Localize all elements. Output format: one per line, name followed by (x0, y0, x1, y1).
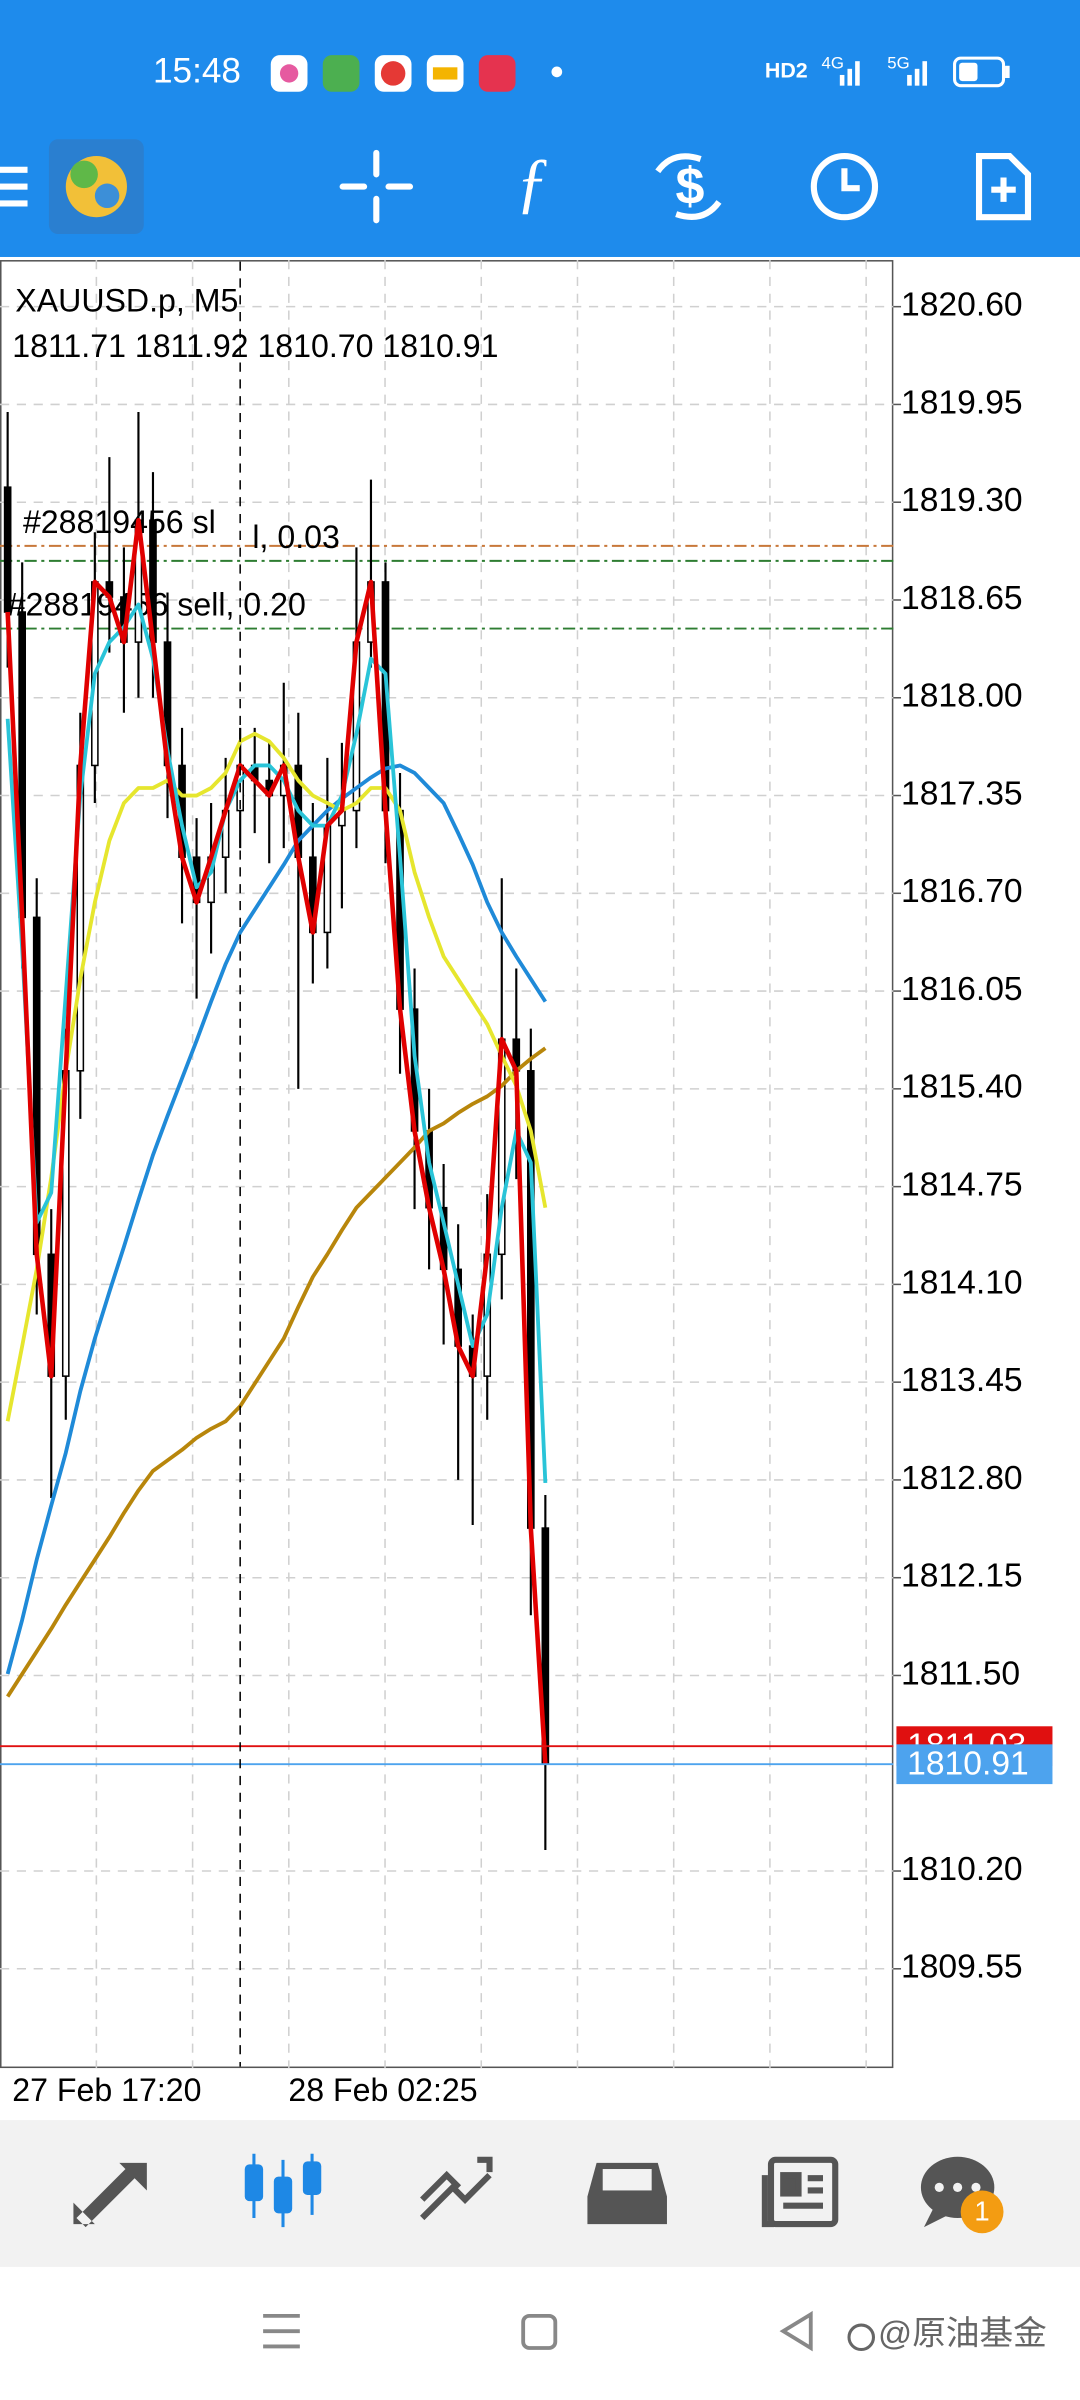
indicator-line (5, 602, 548, 1484)
x-tick-label: 27 Feb 17:20 (12, 2072, 201, 2108)
notification-icons (270, 55, 563, 92)
app-icon[interactable] (48, 139, 144, 235)
news-tab[interactable] (761, 2156, 839, 2228)
price-label: 1810.91 (907, 1746, 1029, 1783)
bottom-nav (0, 2120, 1080, 2267)
y-tick-label: 1813.45 (901, 1362, 1023, 1399)
chart-symbol: XAUUSD.p, M5 (15, 282, 238, 318)
template-button[interactable] (975, 152, 1032, 221)
indicator-line (5, 731, 548, 1422)
y-tick-label: 1815.40 (901, 1069, 1023, 1106)
y-tick-label: 1811.50 (901, 1655, 1020, 1692)
y-tick-label: 1814.10 (901, 1264, 1023, 1301)
clock: 15:48 (153, 52, 241, 91)
y-tick-label: 1812.80 (901, 1460, 1023, 1497)
chart-ohlc: 1811.71 1811.92 1810.70 1810.91 (12, 328, 498, 364)
y-tick-label: 1819.95 (901, 384, 1023, 421)
signal-bars (839, 61, 928, 86)
battery (953, 56, 1010, 88)
trade-tab[interactable] (420, 2156, 493, 2221)
vertical-grid (95, 260, 867, 2069)
messages-tab[interactable] (920, 2156, 1004, 2234)
x-tick-label: 28 Feb 02:25 (288, 2072, 477, 2108)
indicator-line (6, 1046, 547, 1698)
network-label: HD2 (765, 59, 808, 83)
indicators-button[interactable]: ƒ (516, 145, 550, 220)
order-label: l, 0.03 (252, 519, 339, 555)
crosshair-button[interactable] (339, 149, 414, 224)
y-tick-label: 1814.75 (901, 1167, 1023, 1204)
chart-tab[interactable] (244, 2153, 322, 2228)
history-tab[interactable] (587, 2162, 667, 2225)
message-badge: 1 (974, 2196, 989, 2227)
menu-button[interactable] (0, 166, 28, 207)
y-tick-label: 1809.55 (901, 1949, 1023, 1986)
order-label: #28819456 sl (23, 504, 216, 540)
watermark-logo (847, 2323, 876, 2352)
y-tick-label: 1817.35 (901, 775, 1023, 812)
chart-layer: #28819456 sl l, 0.03#28819456 sell, 0.20 (0, 305, 894, 1970)
y-tick-label: 1819.30 (901, 482, 1023, 519)
indicator-line (5, 763, 547, 1675)
quotes-tab[interactable] (73, 2162, 147, 2228)
y-tick-label: 1816.05 (901, 971, 1023, 1008)
candle-body (3, 486, 12, 613)
trade-button[interactable]: $ (655, 153, 722, 220)
svg-text:$: $ (675, 157, 704, 215)
system-nav (263, 2310, 813, 2352)
y-tick-label: 1816.70 (901, 873, 1023, 910)
period-button[interactable] (810, 152, 879, 221)
y-tick-label: 1820.60 (901, 287, 1023, 324)
indicator-line (5, 517, 548, 1765)
y-tick-label: 1810.20 (901, 1851, 1023, 1888)
y-tick-label: 1818.00 (901, 678, 1023, 715)
watermark: @原油基金 (878, 2315, 1047, 2353)
y-tick-label: 1812.15 (901, 1558, 1023, 1595)
price-label-box (896, 1744, 1053, 1785)
network-label: 4G (821, 54, 843, 73)
y-tick-label: 1818.65 (901, 580, 1023, 617)
top-bar (0, 0, 1080, 257)
network-label: 5G (887, 54, 909, 73)
